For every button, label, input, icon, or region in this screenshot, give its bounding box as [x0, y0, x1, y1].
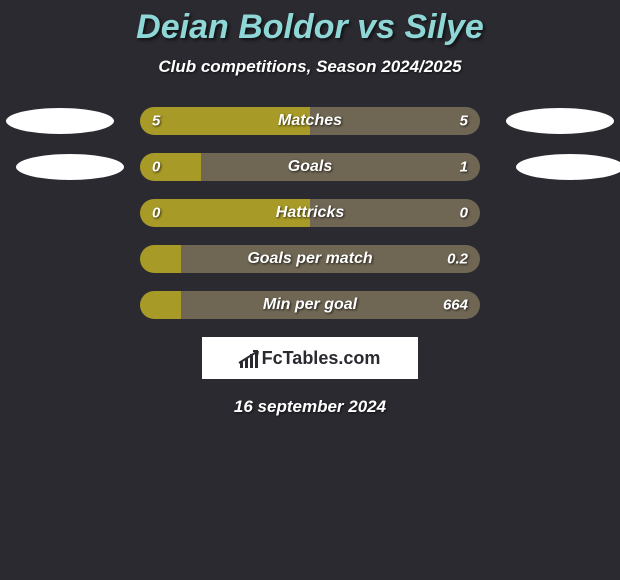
right-value: 1 [460, 159, 468, 176]
player-marker [506, 108, 614, 134]
fctables-logo: FcTables.com [202, 337, 418, 379]
page-title: Deian Boldor vs Silye [0, 0, 620, 47]
stat-label: Min per goal [263, 296, 357, 314]
stat-label: Goals per match [247, 250, 372, 268]
stat-bar: 0 1 Goals [140, 153, 480, 181]
stat-label: Goals [288, 158, 332, 176]
left-value: 5 [152, 113, 160, 130]
stat-row: 0 0 Hattricks [0, 199, 620, 227]
stat-bar: 0.2 Goals per match [140, 245, 480, 273]
player-marker [6, 108, 114, 134]
right-value: 664 [443, 297, 468, 314]
comparison-chart: 5 5 Matches 0 1 Goals 0 0 Hattricks 0.2 Goals per … [0, 107, 620, 319]
left-value: 0 [152, 159, 160, 176]
stat-row: 0 1 Goals [0, 153, 620, 181]
player-marker [16, 154, 124, 180]
bar-left-fill [140, 153, 201, 181]
bar-right-fill [201, 153, 480, 181]
stat-bar: 664 Min per goal [140, 291, 480, 319]
stat-bar: 0 0 Hattricks [140, 199, 480, 227]
stat-label: Hattricks [276, 204, 344, 222]
bar-left-fill [140, 291, 181, 319]
date-label: 16 september 2024 [0, 397, 620, 417]
stat-row: 0.2 Goals per match [0, 245, 620, 273]
left-value: 0 [152, 205, 160, 222]
stat-bar: 5 5 Matches [140, 107, 480, 135]
right-value: 0 [460, 205, 468, 222]
subtitle: Club competitions, Season 2024/2025 [0, 57, 620, 77]
logo-arrow-icon [238, 348, 264, 366]
bar-left-fill [140, 245, 181, 273]
right-value: 0.2 [447, 251, 468, 268]
player-marker [516, 154, 620, 180]
stat-row: 664 Min per goal [0, 291, 620, 319]
right-value: 5 [460, 113, 468, 130]
logo-text: FcTables.com [262, 348, 381, 369]
stat-label: Matches [278, 112, 342, 130]
stat-row: 5 5 Matches [0, 107, 620, 135]
logo-bars-icon [240, 348, 258, 368]
